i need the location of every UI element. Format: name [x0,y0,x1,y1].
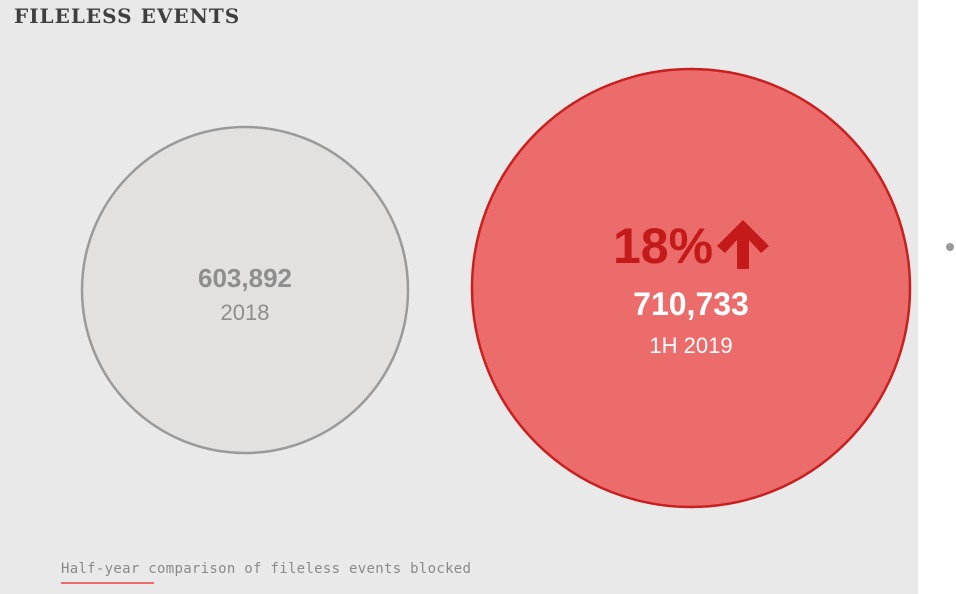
bubble-1h-2019-value: 710,733 [633,286,749,322]
change-percent: 18% [613,218,713,274]
chart-panel: FILELESS EVENTS 603,892 2018 18% 710,733… [0,0,918,594]
bubble-1h-2019-label: 1H 2019 [649,333,732,358]
bubble-1h-2019 [470,67,912,509]
arrow-up-icon [717,220,769,269]
bullet-dot [946,243,954,251]
caption-underline [61,582,154,584]
page-title: FILELESS EVENTS [14,4,241,28]
chart-caption: Half-year comparison of fileless events … [61,561,472,577]
bubble-2018-label: 2018 [221,300,270,325]
bubble-2018 [80,125,410,455]
bubble-chart: 603,892 2018 18% 710,733 1H 2019 [80,67,912,509]
bubble-2018-value: 603,892 [198,263,292,293]
